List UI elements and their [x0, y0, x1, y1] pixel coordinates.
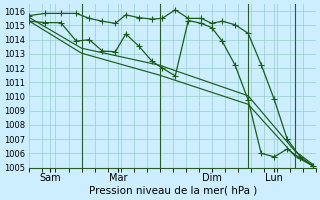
X-axis label: Pression niveau de la mer( hPa ): Pression niveau de la mer( hPa ) — [89, 186, 257, 196]
